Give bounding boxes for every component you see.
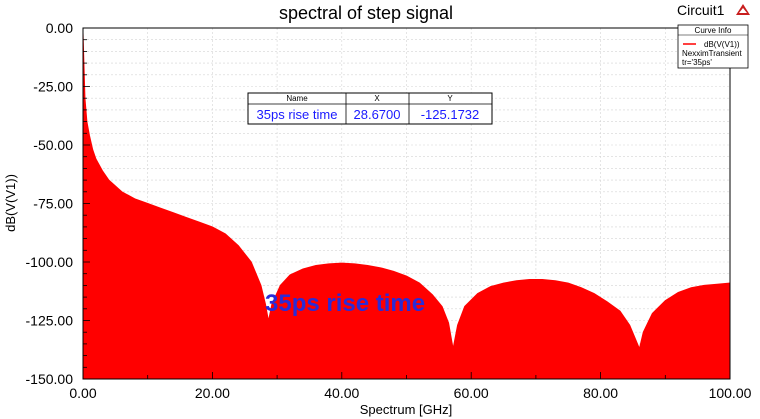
x-tick-label: 20.00 bbox=[195, 385, 230, 401]
marker-table[interactable]: Name X Y 35ps rise time 28.6700 -125.173… bbox=[247, 92, 493, 125]
legend-entry-name: dB(V(V1)) bbox=[704, 40, 740, 49]
y-tick-label: -100.00 bbox=[26, 254, 74, 270]
marker-header-y: Y bbox=[447, 94, 453, 103]
y-tick-label: -50.00 bbox=[33, 137, 73, 153]
legend-entry-line-1: NexximTransient bbox=[682, 49, 742, 58]
x-tick-label: 80.00 bbox=[583, 385, 618, 401]
legend-title: Curve Info bbox=[695, 26, 732, 35]
legend-entry-line-2: tr='35ps' bbox=[682, 58, 712, 67]
project-label: Circuit1 bbox=[677, 2, 725, 18]
marker-header-name: Name bbox=[286, 94, 308, 103]
x-tick-label: 100.00 bbox=[709, 385, 752, 401]
x-tick-label: 40.00 bbox=[324, 385, 359, 401]
y-tick-label: -150.00 bbox=[26, 371, 74, 387]
marker-header-x: X bbox=[374, 94, 380, 103]
y-ticks: 0.00 -25.00 -50.00 -75.00 -100.00 -125.00 -150… bbox=[26, 20, 90, 387]
x-ticks: 0.00 20.00 40.00 60.00 80.00 100.00 bbox=[69, 372, 752, 401]
legend[interactable]: Curve Info dB(V(V1)) NexximTransient tr=… bbox=[677, 24, 749, 69]
y-axis-label: dB(V(V1)) bbox=[3, 174, 18, 232]
y-tick-label: 0.00 bbox=[46, 20, 73, 36]
marker-cell-name: 35ps rise time bbox=[257, 107, 338, 122]
series-area bbox=[82, 32, 731, 380]
y-tick-label: -75.00 bbox=[33, 196, 73, 212]
chart-title: spectral of step signal bbox=[279, 3, 453, 23]
ansys-logo-icon bbox=[736, 4, 750, 15]
marker-cell-x: 28.6700 bbox=[354, 107, 401, 122]
plot-area bbox=[82, 32, 731, 380]
x-tick-label: 60.00 bbox=[454, 385, 489, 401]
curve-annotation: 35ps rise time bbox=[265, 290, 425, 317]
x-tick-label: 0.00 bbox=[69, 385, 96, 401]
y-tick-label: -25.00 bbox=[33, 79, 73, 95]
marker-table-frame bbox=[247, 92, 493, 125]
x-axis-label: Spectrum [GHz] bbox=[360, 402, 452, 417]
y-tick-label: -125.00 bbox=[26, 313, 74, 329]
marker-cell-y: -125.1732 bbox=[421, 107, 480, 122]
legend-frame bbox=[677, 24, 749, 69]
